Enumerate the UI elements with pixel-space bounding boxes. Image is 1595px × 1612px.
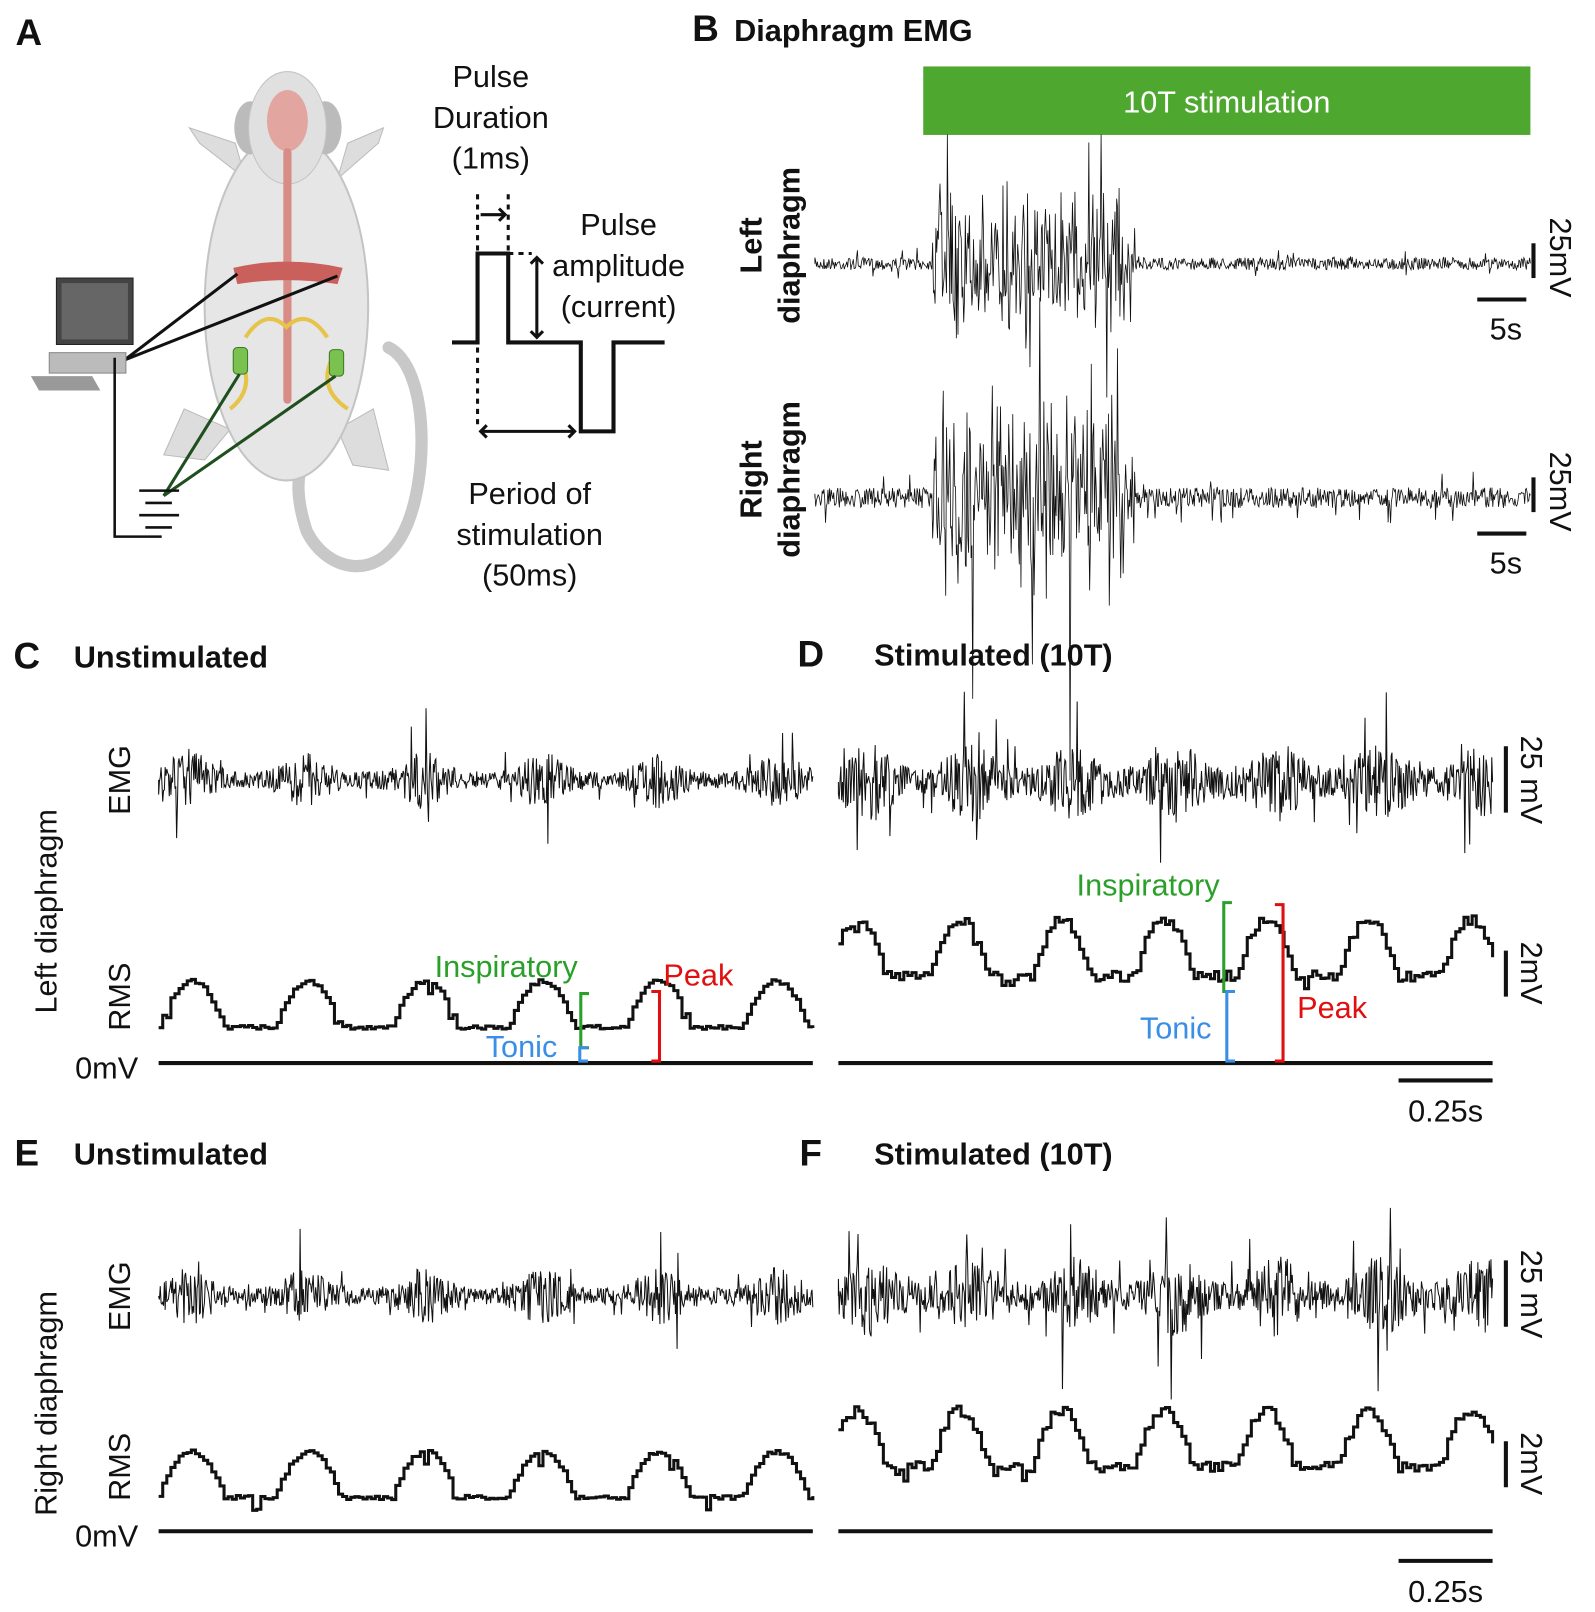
label: RMS <box>103 963 137 1031</box>
label: amplitude <box>552 249 685 283</box>
emg-trace <box>158 708 814 844</box>
bracket <box>651 989 662 1063</box>
emg-trace <box>837 691 1494 863</box>
label: Pulse <box>580 208 657 242</box>
label: 25mV <box>1543 452 1577 533</box>
label: B <box>692 8 719 49</box>
label: Right <box>735 440 769 518</box>
label: Unstimulated <box>74 1137 268 1171</box>
label: diaphragm <box>773 401 807 558</box>
emg-trace <box>814 134 1531 398</box>
label: Right diaphragm <box>29 1291 63 1516</box>
mouse-illustration <box>30 71 428 573</box>
stimulation-label: 10T stimulation <box>1123 85 1330 119</box>
label: C <box>13 636 40 677</box>
label: Tonic <box>1140 1012 1212 1046</box>
label: Unstimulated <box>74 640 268 674</box>
emg-trace <box>814 297 1531 781</box>
label: EMG <box>103 1261 137 1331</box>
stimulation-bar <box>923 66 1531 135</box>
label: Peak <box>1297 991 1368 1025</box>
label: (current) <box>561 290 677 324</box>
label: Stimulated (10T) <box>874 638 1112 672</box>
label: 2mV <box>1514 942 1548 1006</box>
label: 0mV <box>75 1520 139 1554</box>
pulse-diagram <box>451 194 665 439</box>
rms-trace <box>838 1404 1495 1483</box>
label: 25mV <box>1543 218 1577 299</box>
bracket <box>1274 903 1285 1063</box>
label: Tonic <box>486 1030 558 1064</box>
label: 5s <box>1490 312 1522 346</box>
label: Peak <box>663 958 734 992</box>
rms-trace <box>838 914 1495 991</box>
label: Inspiratory <box>435 950 579 984</box>
label: stimulation <box>456 518 603 552</box>
rms-trace <box>158 1448 815 1512</box>
label: (50ms) <box>482 559 577 593</box>
label: 0mV <box>75 1051 139 1085</box>
bracket <box>579 992 589 1050</box>
label: diaphragm <box>773 167 807 324</box>
label: 2mV <box>1514 1432 1548 1496</box>
label: 25 mV <box>1514 1250 1548 1339</box>
label: Diaphragm EMG <box>734 14 972 48</box>
bracket <box>1225 989 1235 1063</box>
emg-trace <box>158 1228 814 1349</box>
label: A <box>16 12 43 53</box>
bracket <box>578 1046 588 1063</box>
label: D <box>798 633 825 674</box>
label: 5s <box>1490 546 1522 580</box>
label: E <box>14 1132 39 1173</box>
label: RMS <box>103 1433 137 1501</box>
label: Period of <box>468 477 591 511</box>
label: (1ms) <box>452 142 530 176</box>
label: 0.25s <box>1408 1094 1483 1128</box>
emg-trace <box>837 1207 1494 1400</box>
label: EMG <box>103 745 137 815</box>
label: F <box>800 1132 822 1173</box>
label: Left <box>735 217 769 273</box>
rms-trace <box>158 977 815 1031</box>
label: 25 mV <box>1514 736 1548 825</box>
label: Pulse <box>452 60 529 94</box>
label: Duration <box>433 101 549 135</box>
label: 0.25s <box>1408 1575 1483 1609</box>
label: Stimulated (10T) <box>874 1137 1112 1171</box>
label: Inspiratory <box>1077 868 1221 902</box>
label: Left diaphragm <box>29 809 63 1014</box>
